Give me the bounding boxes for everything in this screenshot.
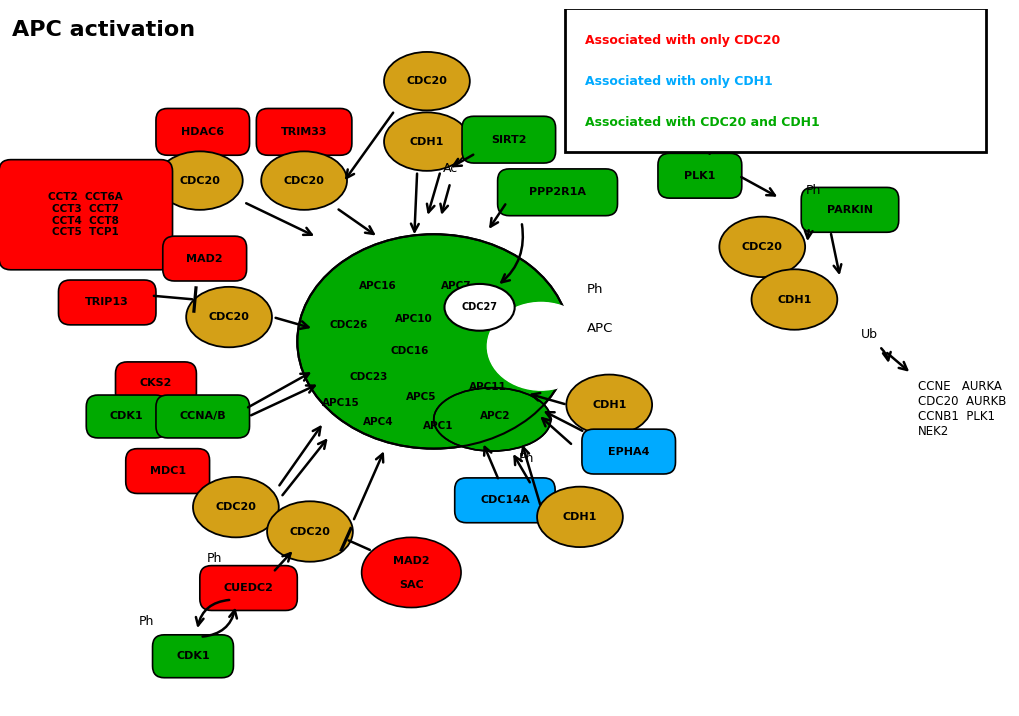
Ellipse shape xyxy=(444,284,515,331)
Text: TRIP13: TRIP13 xyxy=(86,297,129,307)
Text: CDC20: CDC20 xyxy=(179,175,220,185)
Text: CDC26: CDC26 xyxy=(329,320,368,330)
Ellipse shape xyxy=(487,302,594,390)
FancyBboxPatch shape xyxy=(115,362,197,405)
Text: CDC20: CDC20 xyxy=(289,526,330,536)
Text: CDH1: CDH1 xyxy=(591,400,626,410)
Ellipse shape xyxy=(487,302,594,390)
Text: APC5: APC5 xyxy=(406,392,436,402)
Text: TRIM33: TRIM33 xyxy=(280,127,327,137)
Text: Ub: Ub xyxy=(860,328,877,341)
Text: APC: APC xyxy=(586,322,612,335)
FancyBboxPatch shape xyxy=(582,429,675,474)
Ellipse shape xyxy=(718,217,804,277)
Text: SIRT2: SIRT2 xyxy=(490,135,526,145)
Text: CDC27: CDC27 xyxy=(462,302,497,312)
Ellipse shape xyxy=(751,269,837,330)
Text: MDC1: MDC1 xyxy=(150,466,185,476)
FancyBboxPatch shape xyxy=(497,169,616,216)
Text: CDC20: CDC20 xyxy=(741,242,782,252)
Text: CDH1: CDH1 xyxy=(562,512,596,522)
Text: CDK1: CDK1 xyxy=(176,652,210,662)
Text: PARKIN: PARKIN xyxy=(826,205,872,215)
FancyBboxPatch shape xyxy=(454,478,554,523)
Text: PLK1: PLK1 xyxy=(684,170,715,180)
Text: APC11: APC11 xyxy=(468,382,505,392)
Ellipse shape xyxy=(537,487,623,547)
FancyBboxPatch shape xyxy=(462,116,555,163)
Text: SAC: SAC xyxy=(398,580,423,590)
Text: Ph: Ph xyxy=(701,125,716,138)
Text: CDH1: CDH1 xyxy=(410,137,443,147)
Text: CDC20: CDC20 xyxy=(215,502,256,512)
Ellipse shape xyxy=(157,151,243,210)
Text: CDC23: CDC23 xyxy=(348,372,387,382)
Text: APC4: APC4 xyxy=(363,417,393,427)
Text: Ac: Ac xyxy=(442,163,458,175)
Ellipse shape xyxy=(566,374,651,435)
Ellipse shape xyxy=(186,287,272,347)
Text: MAD2: MAD2 xyxy=(392,556,429,566)
Text: CKS2: CKS2 xyxy=(140,378,172,388)
Text: APC1: APC1 xyxy=(423,421,453,431)
Text: APC10: APC10 xyxy=(395,314,433,324)
Ellipse shape xyxy=(362,537,461,608)
FancyBboxPatch shape xyxy=(657,153,741,198)
Text: APC2: APC2 xyxy=(480,412,510,422)
Text: APC16: APC16 xyxy=(359,281,396,291)
Text: CDH1: CDH1 xyxy=(776,294,811,304)
FancyBboxPatch shape xyxy=(0,160,172,270)
Text: APC15: APC15 xyxy=(322,398,360,408)
Text: Ph: Ph xyxy=(207,552,222,566)
Text: EPHA4: EPHA4 xyxy=(607,447,649,457)
Text: CDC20: CDC20 xyxy=(407,76,447,86)
FancyBboxPatch shape xyxy=(163,236,247,281)
FancyBboxPatch shape xyxy=(200,566,297,611)
Ellipse shape xyxy=(193,477,278,537)
Ellipse shape xyxy=(267,501,353,562)
FancyBboxPatch shape xyxy=(256,108,352,155)
Ellipse shape xyxy=(384,52,470,110)
Text: CDC16: CDC16 xyxy=(390,346,428,356)
Text: APC activation: APC activation xyxy=(11,20,195,40)
Text: Ph: Ph xyxy=(586,284,602,296)
Ellipse shape xyxy=(433,388,550,451)
Text: MAD2: MAD2 xyxy=(186,253,223,263)
Text: APC7: APC7 xyxy=(440,281,471,291)
Text: CCNA/B: CCNA/B xyxy=(179,412,226,422)
FancyBboxPatch shape xyxy=(125,449,209,493)
Text: Ph: Ph xyxy=(139,614,154,628)
FancyBboxPatch shape xyxy=(87,395,167,438)
Text: Ph: Ph xyxy=(519,452,534,465)
Text: CCNE   AURKA
CDC20  AURKB
CCNB1  PLK1
NEK2: CCNE AURKA CDC20 AURKB CCNB1 PLK1 NEK2 xyxy=(917,380,1006,438)
Ellipse shape xyxy=(261,151,346,210)
FancyBboxPatch shape xyxy=(565,8,985,153)
Text: CDC14A: CDC14A xyxy=(480,495,529,505)
Text: PPP2R1A: PPP2R1A xyxy=(529,188,586,198)
Text: CUEDC2: CUEDC2 xyxy=(223,583,273,593)
Text: Associated with only CDC20: Associated with only CDC20 xyxy=(584,34,780,47)
Text: Associated with CDC20 and CDH1: Associated with CDC20 and CDH1 xyxy=(584,115,819,129)
FancyBboxPatch shape xyxy=(58,280,156,325)
Text: CDK1: CDK1 xyxy=(110,412,144,422)
Text: CCT2  CCT6A
CCT3  CCT7
CCT4  CCT8
CCT5  TCP1: CCT2 CCT6A CCT3 CCT7 CCT4 CCT8 CCT5 TCP1 xyxy=(48,193,123,237)
FancyBboxPatch shape xyxy=(156,108,250,155)
Text: HDAC6: HDAC6 xyxy=(181,127,224,137)
Text: Ph: Ph xyxy=(805,184,820,197)
Text: CDC20: CDC20 xyxy=(209,312,250,322)
FancyBboxPatch shape xyxy=(153,635,233,678)
FancyBboxPatch shape xyxy=(801,188,898,232)
Ellipse shape xyxy=(384,112,470,171)
Text: CDC20: CDC20 xyxy=(283,175,324,185)
Text: Associated with only CDH1: Associated with only CDH1 xyxy=(584,74,771,87)
FancyBboxPatch shape xyxy=(156,395,250,438)
Ellipse shape xyxy=(297,234,570,449)
